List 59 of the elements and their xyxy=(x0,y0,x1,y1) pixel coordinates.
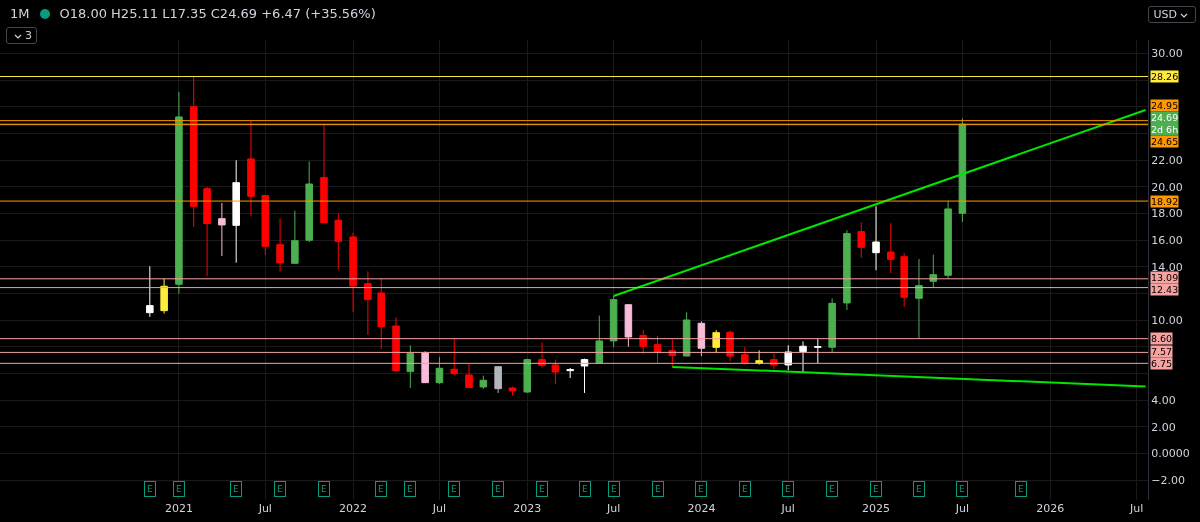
annotation: E xyxy=(873,484,879,494)
annotation: E xyxy=(147,484,153,494)
annotation: E xyxy=(698,484,704,494)
annotation: E xyxy=(611,484,617,494)
annotation: E xyxy=(451,484,457,494)
annotation: E xyxy=(277,484,283,494)
annotation: E xyxy=(495,484,501,494)
text: 2d 6h xyxy=(1151,124,1179,136)
annotation: E xyxy=(378,484,384,494)
y-tick-label: 4.00 xyxy=(1151,393,1176,407)
ref-line-label: 12.43 xyxy=(1151,284,1179,295)
ref-line-label: 8.60 xyxy=(1151,333,1173,344)
x-tick-label: Jul xyxy=(780,502,795,515)
annotation: E xyxy=(233,484,239,494)
x-tick-label: Jul xyxy=(1128,502,1144,515)
y-tick-label: −2.00 xyxy=(1151,473,1185,487)
ref-line-label: 24.69 xyxy=(1151,112,1179,123)
annotation: E xyxy=(539,484,545,494)
chart-title: 1M xyxy=(10,6,30,21)
annotation: E xyxy=(742,484,748,494)
annotation: E xyxy=(176,484,182,494)
y-tick-label: 10.00 xyxy=(1151,313,1183,327)
y-tick-label: 30.00 xyxy=(1151,47,1183,61)
annotation: E xyxy=(829,484,835,494)
annotation: E xyxy=(655,484,661,494)
annotation: E xyxy=(785,484,791,494)
annotation: E xyxy=(916,484,922,494)
x-tick-label: Jul xyxy=(431,502,447,515)
x-tick-label: Jul xyxy=(257,502,272,515)
ref-line-label: 18.92 xyxy=(1151,196,1179,207)
x-tick-label: 2023 xyxy=(513,502,542,515)
ref-line-label: 7.57 xyxy=(1151,346,1173,357)
annotation: E xyxy=(959,484,965,494)
y-tick-label: 14.00 xyxy=(1151,260,1183,274)
x-tick-label: 2025 xyxy=(862,502,891,515)
x-tick-label: Jul xyxy=(605,502,621,515)
annotation: E xyxy=(582,484,588,494)
y-tick-label: 18.00 xyxy=(1151,207,1183,221)
y-tick-label: 0.0000 xyxy=(1151,447,1190,461)
y-tick-label: 20.00 xyxy=(1151,180,1183,194)
y-tick-label: 16.00 xyxy=(1151,233,1183,247)
y-tick-label: 22.00 xyxy=(1151,153,1183,167)
ref-line-label: 24.95 xyxy=(1151,100,1179,111)
ref-line-label: 24.65 xyxy=(1151,136,1179,147)
ref-line-label: 6.75 xyxy=(1151,358,1173,369)
annotation: 3 xyxy=(25,29,32,42)
x-tick-label: Jul xyxy=(954,502,970,515)
chart-subtitle: O18.00 H25.11 L17.35 C24.69 +6.47 (+35.56%) xyxy=(59,6,376,21)
annotation: E xyxy=(407,484,413,494)
y-tick-label: 2.00 xyxy=(1151,420,1176,434)
text: USD xyxy=(1153,8,1177,21)
ref-line-label: 28.26 xyxy=(1151,71,1179,82)
ref-line-label: 13.09 xyxy=(1151,272,1179,283)
annotation: E xyxy=(1018,484,1024,494)
x-tick-label: 2022 xyxy=(339,502,368,515)
annotation: E xyxy=(321,484,327,494)
x-tick-label: 2026 xyxy=(1036,502,1065,515)
x-tick-label: 2021 xyxy=(164,502,193,515)
x-tick-label: 2024 xyxy=(687,502,716,515)
